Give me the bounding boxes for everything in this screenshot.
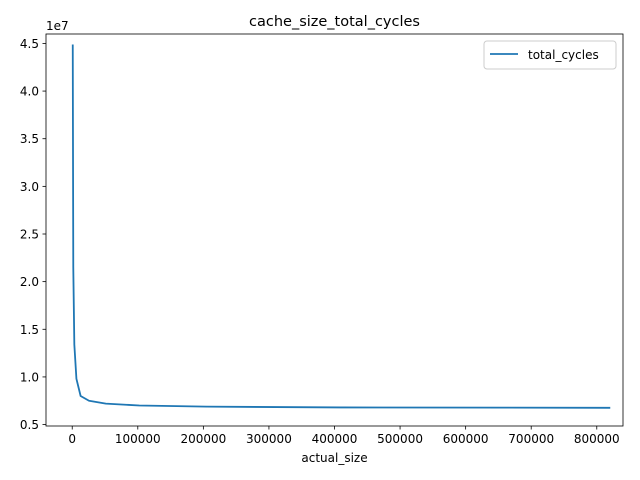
y-tick-label: 2.0: [20, 275, 39, 289]
x-tick-label: 300000: [246, 432, 292, 446]
x-tick-label: 500000: [377, 432, 423, 446]
x-tick-label: 100000: [115, 432, 161, 446]
series-line-total-cycles: [71, 44, 611, 409]
legend: total_cycles: [483, 40, 617, 70]
x-tick-label: 600000: [443, 432, 489, 446]
y-tick-label: 3.5: [20, 132, 39, 146]
plot-frame: [45, 33, 624, 427]
chart-title: cache_size_total_cycles: [249, 14, 420, 30]
legend-label-total-cycles: total_cycles: [528, 48, 599, 62]
y-tick-label: 0.5: [20, 418, 39, 432]
x-tick-label: 700000: [508, 432, 554, 446]
x-tick-label: 0: [68, 432, 76, 446]
y-tick-label: 1.5: [20, 323, 39, 337]
x-tick-label: 400000: [312, 432, 358, 446]
y-offset-label: 1e7: [46, 19, 69, 33]
y-tick-label: 1.0: [20, 370, 39, 384]
x-axis-ticks: 0 100000 200000 300000 400000 500000 600000 700…: [68, 426, 620, 446]
legend-box: [483, 40, 617, 70]
y-tick-label: 3.0: [20, 180, 39, 194]
plot-area: [46, 34, 623, 426]
y-tick-label: 4.5: [20, 37, 39, 51]
series-layer: [71, 44, 611, 409]
x-tick-label: 200000: [180, 432, 226, 446]
x-tick-label: 800000: [574, 432, 620, 446]
x-axis-label: actual_size: [301, 451, 367, 465]
y-tick-label: 4.0: [20, 85, 39, 99]
y-axis-ticks: 0.5 1.0 1.5 2.0 2.5 3.0 3.5 4.0 4.5: [20, 37, 46, 432]
y-tick-label: 2.5: [20, 228, 39, 242]
